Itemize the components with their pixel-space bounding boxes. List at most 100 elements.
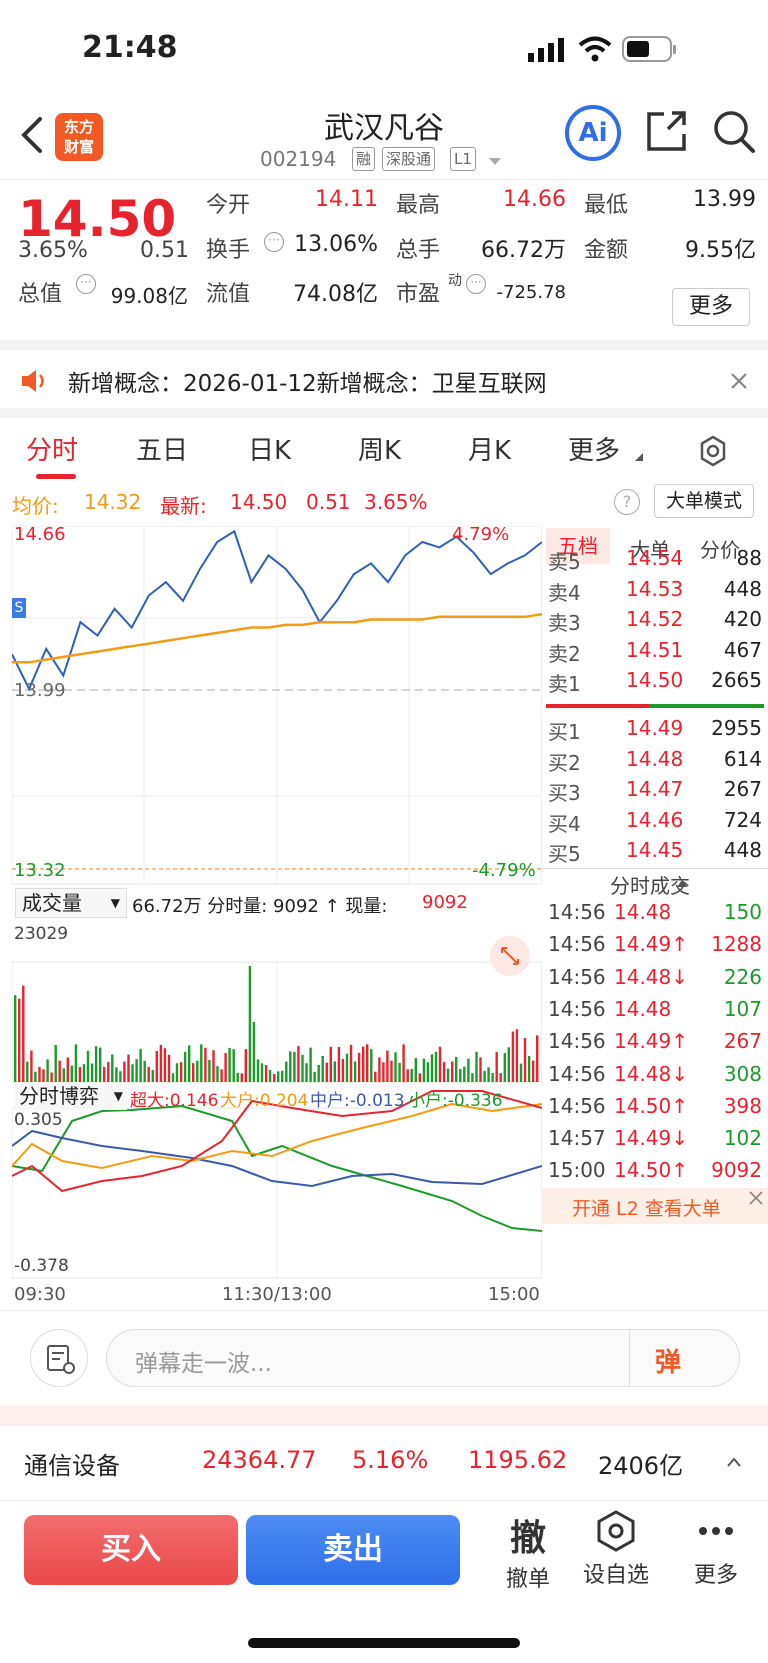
- ask-label: 卖4: [548, 580, 581, 605]
- ask-row[interactable]: 卖4 14.53 448: [548, 577, 762, 609]
- danmaku-input[interactable]: 弹幕走一波... 弹: [106, 1329, 740, 1387]
- flow-selector[interactable]: 分时博弈 ▼: [15, 1084, 127, 1110]
- volume-bar: [386, 1050, 389, 1082]
- change-pct: 3.65%: [18, 238, 88, 263]
- volume-bar: [398, 1062, 401, 1082]
- bid-row[interactable]: 买3 14.47 267: [548, 777, 762, 809]
- volume-bar: [531, 1060, 535, 1082]
- tab-more[interactable]: 更多: [568, 436, 621, 466]
- float-value: 74.08亿: [293, 282, 378, 307]
- expand-icon[interactable]: [490, 936, 530, 976]
- trade-volume: 267: [723, 1029, 762, 1054]
- tab-monthly[interactable]: 月K: [468, 436, 512, 466]
- bid-label: 买2: [548, 750, 581, 775]
- volume-bar: [224, 1053, 227, 1082]
- gear-icon[interactable]: [696, 434, 730, 468]
- sell-button[interactable]: 卖出: [246, 1515, 460, 1585]
- bid-price: 14.48: [626, 746, 684, 771]
- l2-promo[interactable]: 开通 L2 查看大单: [542, 1188, 768, 1224]
- volume-bar: [248, 966, 252, 1082]
- trade-price: 14.48↓: [614, 1061, 689, 1086]
- back-icon[interactable]: [18, 115, 48, 155]
- app-logo[interactable]: 东方财富: [55, 113, 103, 161]
- tab-5day[interactable]: 五日: [136, 436, 189, 466]
- volume-bar: [14, 995, 17, 1082]
- volume-bar: [70, 1065, 73, 1082]
- ai-button[interactable]: Ai: [565, 105, 621, 161]
- avg-price-line: [12, 612, 542, 664]
- tag-margin: 融: [352, 147, 376, 171]
- volume-bar: [163, 1048, 167, 1082]
- volume-bar: [349, 1045, 353, 1082]
- info-icon[interactable]: ···: [466, 274, 486, 294]
- chevron-down-icon[interactable]: [488, 157, 502, 167]
- trade-time: 14:56: [548, 1093, 606, 1118]
- volume-bar: [212, 1050, 215, 1082]
- help-icon[interactable]: ?: [614, 489, 640, 515]
- ask-row[interactable]: 卖5 14.54 88: [548, 546, 762, 578]
- industry-bar[interactable]: 通信设备 24364.77 5.16% 1195.62 2406亿: [0, 1425, 768, 1497]
- tab-bigorder[interactable]: 大单: [630, 538, 670, 562]
- ask-row[interactable]: 卖3 14.52 420: [548, 607, 762, 639]
- cancel-order-button[interactable]: 撤 撤单: [488, 1509, 568, 1593]
- volume-bar: [297, 1046, 300, 1082]
- intraday-chart[interactable]: 14.66 4.79% 13.99 13.32 -4.79% S 成交量 ▼ 66…: [12, 524, 542, 1306]
- add-watchlist-button[interactable]: 设自选: [574, 1509, 658, 1589]
- big-order-mode-button[interactable]: 大单模式: [654, 484, 754, 518]
- volume-bar: [256, 1059, 260, 1082]
- volume-bar: [232, 1049, 235, 1082]
- more-button[interactable]: 更多: [672, 288, 750, 326]
- trade-row: 14:56 14.48↓ 308: [548, 1062, 762, 1094]
- close-icon[interactable]: [730, 372, 748, 390]
- trade-volume: 308: [723, 1061, 762, 1086]
- close-icon[interactable]: [748, 1190, 764, 1206]
- ask-row[interactable]: 卖1 14.50 2665: [548, 668, 762, 700]
- bid-label: 买3: [548, 781, 581, 805]
- speaker-icon: [22, 370, 44, 392]
- chevron-up-icon[interactable]: [676, 878, 688, 888]
- search-icon[interactable]: [712, 109, 756, 155]
- notice-bar[interactable]: 新增概念：2026-01-12新增概念：卫星互联网: [0, 350, 768, 410]
- info-icon[interactable]: ···: [76, 274, 96, 294]
- tab-level5[interactable]: 五档: [546, 528, 610, 564]
- tab-price-dist[interactable]: 分价: [700, 538, 740, 562]
- more-menu-button[interactable]: 更多: [676, 1509, 756, 1589]
- volume-bar: [200, 1044, 203, 1082]
- s-marker-icon[interactable]: S: [12, 598, 26, 618]
- ask-volume: 420: [723, 607, 762, 631]
- price-line: [12, 529, 542, 692]
- trade-price: 14.48: [614, 996, 672, 1021]
- volume-selector[interactable]: 成交量 ▼: [15, 888, 127, 918]
- buy-button[interactable]: 买入: [24, 1515, 238, 1585]
- low-value: 13.99: [693, 187, 756, 212]
- bid-row[interactable]: 买5 14.45 448: [548, 838, 762, 870]
- bid-row[interactable]: 买2 14.48 614: [548, 747, 762, 779]
- danmaku-send-icon[interactable]: 弹: [655, 1348, 682, 1378]
- tab-intraday[interactable]: 分时: [26, 436, 79, 466]
- volume-bar: [527, 1056, 531, 1082]
- ask-label: 卖3: [548, 611, 581, 635]
- bid-row[interactable]: 买1 14.49 2955: [548, 716, 762, 748]
- news-icon[interactable]: [30, 1329, 88, 1387]
- danmaku-bar: 弹幕走一波... 弹: [0, 1310, 768, 1405]
- ask-row[interactable]: 卖2 14.51 467: [548, 638, 762, 670]
- tag-connect: 深股通: [382, 147, 436, 171]
- volume-bar: [127, 1054, 130, 1082]
- tab-weekly[interactable]: 周K: [358, 436, 402, 466]
- share-icon[interactable]: [646, 109, 688, 153]
- volume-bar: [30, 1050, 33, 1082]
- bid-volume: 724: [723, 807, 762, 832]
- chevron-up-icon[interactable]: [726, 1456, 742, 1468]
- info-icon[interactable]: ···: [264, 232, 284, 252]
- avg-value: 14.32: [84, 490, 142, 514]
- ask-label: 卖2: [548, 641, 581, 666]
- divider: [0, 1405, 768, 1425]
- tab-daily[interactable]: 日K: [248, 436, 292, 466]
- trade-volume: 9092: [711, 1158, 762, 1183]
- more-dots-icon: [699, 1527, 733, 1535]
- volume-bar: [345, 1053, 349, 1082]
- bid-row[interactable]: 买4 14.46 724: [548, 808, 762, 840]
- trade-volume: 398: [723, 1093, 762, 1118]
- trades-title[interactable]: 分时成交: [610, 874, 690, 898]
- action-bar: 买入 卖出 撤 撤单 设自选 更多: [0, 1500, 768, 1630]
